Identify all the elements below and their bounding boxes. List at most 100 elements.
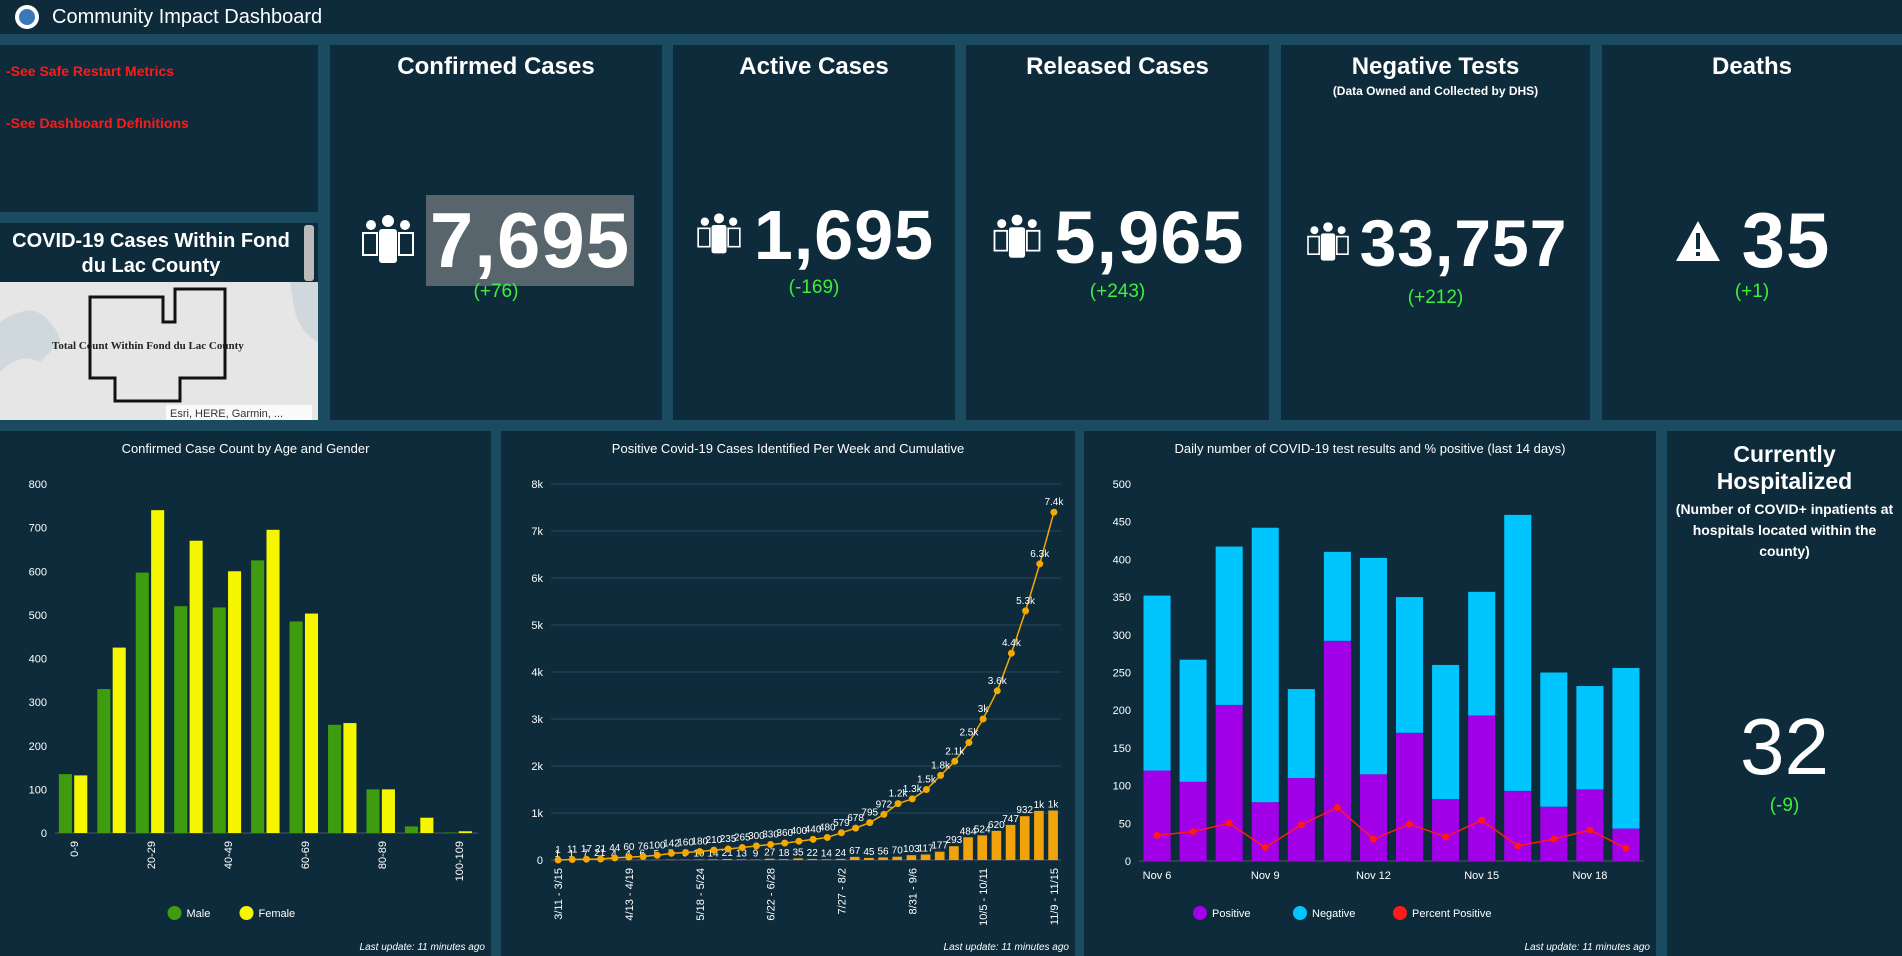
scrollbar[interactable]	[304, 225, 314, 281]
footnote: Last update: 11 minutes ago	[1525, 942, 1651, 953]
y-tick-label: 150	[1113, 743, 1131, 755]
data-label: 1.2k	[889, 789, 909, 800]
header-title: Community Impact Dashboard	[52, 6, 323, 28]
chart-title: Positive Covid-19 Cases Identified Per W…	[612, 441, 964, 456]
x-tick-label: Nov 15	[1464, 870, 1499, 882]
line	[1156, 806, 1627, 849]
line	[558, 512, 1055, 861]
footnote: Last update: 11 minutes ago	[944, 942, 1070, 953]
data-label: 4	[611, 849, 617, 860]
y-tick-label: 4k	[531, 667, 543, 679]
chart: Confirmed Case Count by Age and Gender La…	[29, 441, 486, 953]
link[interactable]: -See Dashboard Definitions	[6, 115, 189, 131]
point	[866, 819, 874, 827]
point	[1550, 835, 1558, 843]
y-tick-label: 300	[1113, 630, 1131, 642]
point	[724, 845, 732, 853]
point	[1261, 843, 1269, 851]
x-tick-label: 5/18 - 5/24	[695, 868, 707, 921]
data-label: 35	[793, 847, 805, 858]
bar	[1019, 816, 1030, 860]
logo	[15, 5, 39, 29]
x-tick-label: 4/13 - 4/19	[624, 868, 636, 921]
point	[696, 848, 704, 856]
data-label: 2.1k	[945, 746, 965, 757]
bar	[722, 859, 733, 860]
data-label: 360	[776, 828, 793, 839]
data-label: 300	[748, 831, 765, 842]
bar	[920, 854, 931, 860]
data-label: 1.3k	[903, 784, 923, 795]
y-tick-label: 700	[29, 523, 47, 535]
point	[767, 840, 775, 848]
data-label: 1	[555, 845, 561, 856]
y-tick-label: 600	[29, 566, 47, 578]
x-tick-label: 8/31 - 9/6	[907, 868, 919, 914]
data-label: 484	[960, 826, 977, 837]
data-label: 579	[833, 818, 850, 829]
bar	[189, 540, 203, 833]
point	[809, 835, 817, 843]
bar	[864, 857, 874, 860]
header: Community Impact Dashboard	[0, 0, 1902, 34]
data-label: 117	[918, 844, 934, 855]
bar	[1287, 778, 1315, 861]
point	[1007, 649, 1015, 657]
point	[752, 842, 760, 850]
links-panel: -See Safe Restart Metrics -See Dashboard…	[0, 45, 318, 212]
point	[625, 853, 633, 861]
data-label: 1.8k	[931, 760, 951, 771]
indicator: Released Cases 5,965 (+243)	[966, 45, 1269, 420]
legend-label: Male	[187, 908, 211, 920]
hospitalized-value: 32	[1740, 702, 1829, 791]
link[interactable]: -See Safe Restart Metrics	[6, 63, 175, 79]
bar	[251, 560, 265, 833]
bar	[112, 647, 126, 833]
point	[979, 715, 987, 723]
x-tick-label: Nov 9	[1251, 870, 1280, 882]
point	[1369, 835, 1377, 843]
data-label: 177	[931, 841, 948, 852]
bar	[135, 572, 149, 833]
map[interactable]: Total Count Within Fond du Lac County Es…	[0, 282, 318, 420]
point	[710, 846, 718, 854]
bar	[949, 846, 959, 860]
point	[781, 839, 789, 847]
x-tick-label: 40-49	[223, 841, 235, 869]
y-tick-label: 400	[1113, 554, 1131, 566]
bar	[892, 856, 903, 860]
point	[1153, 831, 1161, 839]
bar	[1143, 595, 1171, 771]
indicator-value: 1,695	[753, 196, 935, 274]
data-label: 1.5k	[917, 775, 937, 786]
y-tick-label: 500	[29, 610, 47, 622]
x-tick-label: 0-9	[69, 841, 81, 857]
point	[1050, 508, 1058, 516]
data-label: 21	[722, 848, 734, 859]
indicator-change: (+76)	[473, 281, 519, 302]
bar	[1468, 591, 1496, 716]
bar	[151, 510, 165, 833]
bar	[1432, 664, 1460, 800]
data-label: 747	[1002, 814, 1019, 825]
data-label: 9	[753, 849, 759, 860]
point	[667, 849, 675, 857]
data-label: 180	[691, 837, 708, 848]
bar	[849, 856, 860, 860]
y-tick-label: 6k	[531, 573, 543, 585]
point	[880, 810, 888, 818]
bar	[764, 858, 775, 860]
y-tick-label: 1k	[531, 808, 543, 820]
hospitalized-subtitle: (Number of COVID+ inpatients at hospital…	[1675, 501, 1894, 559]
people-icon	[361, 214, 414, 263]
bar	[835, 858, 846, 860]
data-label: 14	[821, 848, 833, 859]
x-tick-label: 3/11 - 3/15	[553, 868, 565, 920]
indicator-value: 7,695	[425, 195, 635, 286]
bar	[934, 851, 945, 860]
bar	[1323, 551, 1351, 641]
bar	[97, 689, 111, 833]
point	[639, 852, 647, 860]
indicator-title: Deaths	[1711, 53, 1793, 80]
bar	[58, 774, 72, 833]
